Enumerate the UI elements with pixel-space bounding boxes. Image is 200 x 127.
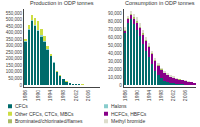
svg-text:80,000: 80,000	[108, 19, 122, 24]
svg-text:60,000: 60,000	[108, 35, 122, 40]
svg-text:90,000: 90,000	[108, 11, 122, 16]
svg-text:CFCs: CFCs	[15, 103, 28, 109]
svg-text:Halons: Halons	[111, 103, 127, 109]
svg-text:300,000: 300,000	[6, 43, 23, 48]
svg-text:350,000: 350,000	[6, 37, 23, 42]
svg-text:1990: 1990	[35, 90, 41, 101]
svg-text:1990: 1990	[134, 90, 140, 101]
svg-text:50,000: 50,000	[108, 43, 122, 48]
svg-text:40,000: 40,000	[108, 51, 122, 56]
svg-text:100,000: 100,000	[6, 69, 23, 74]
svg-text:1998: 1998	[60, 90, 66, 101]
svg-text:2002: 2002	[170, 90, 176, 101]
svg-text:Brominated/chlorinated/flames: Brominated/chlorinated/flames	[15, 118, 83, 124]
svg-text:500,000: 500,000	[6, 17, 23, 22]
svg-text:1998: 1998	[158, 90, 164, 101]
svg-text:550,000: 550,000	[6, 11, 23, 16]
svg-text:Methyl bromide: Methyl bromide	[111, 118, 145, 124]
svg-text:20,000: 20,000	[108, 67, 122, 72]
svg-text:1994: 1994	[146, 90, 152, 101]
svg-text:150,000: 150,000	[6, 63, 23, 68]
svg-text:Other CFCs, CTCs, MBCs: Other CFCs, CTCs, MBCs	[15, 111, 74, 117]
svg-text:30,000: 30,000	[108, 59, 122, 64]
svg-text:1986: 1986	[122, 90, 128, 101]
svg-text:250,000: 250,000	[6, 50, 23, 55]
svg-text:1986: 1986	[22, 90, 28, 101]
svg-text:HCFCs, HBFCs: HCFCs, HBFCs	[111, 111, 147, 117]
svg-text:1994: 1994	[47, 90, 53, 101]
svg-text:50,000: 50,000	[8, 76, 22, 81]
svg-text:2006: 2006	[85, 90, 91, 101]
svg-text:70,000: 70,000	[108, 27, 122, 32]
svg-text:2002: 2002	[73, 90, 79, 101]
svg-text:2006: 2006	[182, 90, 188, 101]
svg-text:10,000: 10,000	[108, 75, 122, 80]
svg-text:200,000: 200,000	[6, 56, 23, 61]
svg-text:Consumption in ODP tonnes: Consumption in ODP tonnes	[125, 0, 195, 6]
svg-text:400,000: 400,000	[6, 30, 23, 35]
svg-text:0: 0	[20, 83, 23, 88]
svg-text:450,000: 450,000	[6, 24, 23, 29]
svg-text:Production in ODP tonnes: Production in ODP tonnes	[30, 0, 94, 6]
svg-text:0: 0	[119, 83, 122, 88]
